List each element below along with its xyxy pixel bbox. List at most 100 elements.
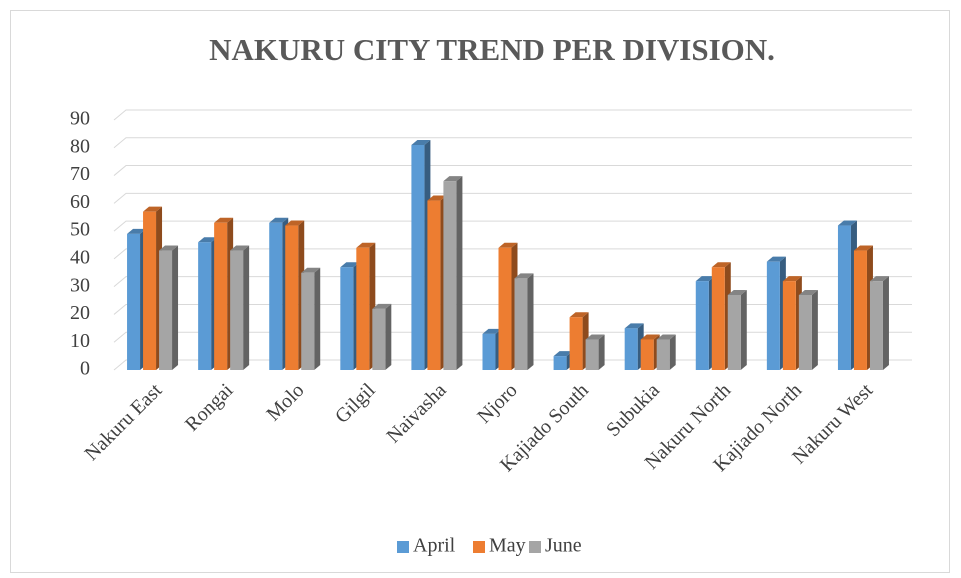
bar-front xyxy=(585,339,599,370)
bar-front xyxy=(443,181,457,370)
bar-front xyxy=(356,247,370,370)
bar-side xyxy=(385,303,392,370)
bar-front xyxy=(514,278,528,370)
bar-top xyxy=(782,276,802,282)
bar-front xyxy=(727,295,741,370)
bar-front xyxy=(159,250,173,370)
bar-side xyxy=(598,334,605,370)
bar-side xyxy=(882,276,889,370)
bar-top xyxy=(230,245,250,251)
bar-front xyxy=(482,333,496,370)
bar-top xyxy=(727,290,747,295)
bar xyxy=(143,206,163,370)
bar-front xyxy=(269,222,283,370)
grid-line xyxy=(113,331,912,343)
bar xyxy=(585,334,605,370)
bar-side xyxy=(811,290,818,370)
bar-top xyxy=(269,217,289,223)
bar xyxy=(372,303,392,370)
bar-top xyxy=(695,276,715,282)
bar-front xyxy=(569,317,583,370)
bar xyxy=(869,276,889,370)
bar-front xyxy=(837,225,851,370)
bar-top xyxy=(569,312,589,318)
bar-top xyxy=(656,334,676,340)
grid-line xyxy=(113,192,912,204)
bar-top xyxy=(127,228,147,234)
bar-top xyxy=(285,220,305,226)
bar xyxy=(443,176,463,370)
bar-front xyxy=(711,267,725,370)
bar-front xyxy=(230,250,244,370)
bar-front xyxy=(624,328,638,370)
bar-front xyxy=(340,267,354,370)
bar-front xyxy=(656,339,670,370)
bar-top xyxy=(624,323,644,329)
bar-top xyxy=(411,140,431,145)
bar xyxy=(727,290,747,370)
bar-front xyxy=(411,145,425,370)
legend-label: June xyxy=(545,535,582,557)
bar-front xyxy=(766,261,780,370)
bar-top xyxy=(498,242,518,248)
bar xyxy=(301,267,321,370)
y-tick-label: 60 xyxy=(70,191,90,213)
bar-top xyxy=(214,217,234,223)
bar-side xyxy=(527,273,534,370)
bar-top xyxy=(837,220,857,226)
bar-top xyxy=(640,334,660,340)
y-tick-label: 50 xyxy=(70,219,90,241)
bar xyxy=(159,245,179,370)
bar-top xyxy=(514,273,534,279)
bar-front xyxy=(498,247,512,370)
bar xyxy=(356,242,376,370)
bar xyxy=(656,334,676,370)
grid-line xyxy=(113,137,912,149)
bar-front xyxy=(214,222,228,370)
y-tick-label: 0 xyxy=(80,358,90,380)
bar xyxy=(514,273,534,370)
bar-front xyxy=(853,250,867,370)
grid-line xyxy=(113,276,912,288)
bar-top xyxy=(356,242,376,248)
bar-top xyxy=(372,303,392,309)
bar-top xyxy=(798,290,818,295)
bar-side xyxy=(314,267,321,370)
bar xyxy=(798,290,818,370)
bar-front xyxy=(640,339,654,370)
y-tick-label: 70 xyxy=(70,163,90,185)
bar-top xyxy=(853,245,873,251)
grid-line xyxy=(113,303,912,315)
y-tick-label: 20 xyxy=(70,302,90,324)
bar-front xyxy=(198,242,212,370)
y-tick-label: 40 xyxy=(70,246,90,268)
bar-front xyxy=(301,272,315,370)
bar-top xyxy=(711,262,731,268)
bar-top xyxy=(198,237,218,243)
legend-swatch xyxy=(397,541,409,553)
bar-front xyxy=(285,225,299,370)
bar-top xyxy=(553,351,573,357)
chart-title: NAKURU CITY TREND PER DIVISION. xyxy=(209,32,775,67)
bar-front xyxy=(553,356,567,370)
grid-line xyxy=(113,220,912,232)
legend-label: May xyxy=(489,535,526,557)
y-tick-label: 90 xyxy=(70,108,90,130)
bar-top xyxy=(427,195,447,201)
bar-front xyxy=(782,281,796,370)
bar-front xyxy=(869,281,883,370)
y-tick-label: 80 xyxy=(70,135,90,157)
bar-front xyxy=(798,295,812,370)
y-tick-label: 10 xyxy=(70,330,90,352)
bar-side xyxy=(669,334,676,370)
bar-top xyxy=(143,206,163,212)
y-tick-label: 30 xyxy=(70,274,90,296)
bar-top xyxy=(159,245,179,251)
legend-swatch xyxy=(529,541,541,553)
bar-top xyxy=(585,334,605,340)
legend-label: April xyxy=(413,535,456,557)
grid-line xyxy=(113,109,912,121)
grid-line xyxy=(113,248,912,260)
bar-top xyxy=(766,256,786,262)
bar-top xyxy=(340,262,360,268)
